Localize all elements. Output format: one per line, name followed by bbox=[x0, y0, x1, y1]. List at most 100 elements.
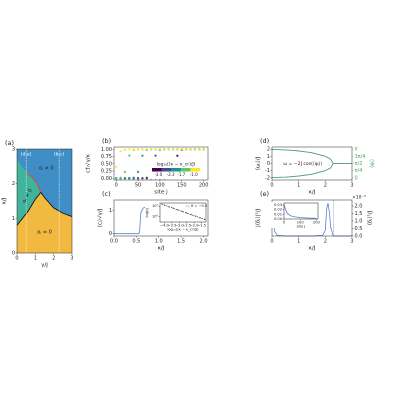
x-tick-label: −2.5 bbox=[182, 224, 191, 228]
x-tick-label: 0 bbox=[15, 256, 18, 262]
x-tick-label: 0 bbox=[283, 221, 286, 225]
data-point bbox=[141, 154, 144, 157]
data-point bbox=[128, 148, 131, 151]
x-tick-label: 150 bbox=[177, 183, 187, 189]
x-tick-label: 3 bbox=[350, 183, 353, 189]
y-axis-label: c†ⱼ√γ/κ bbox=[85, 153, 92, 173]
y2-tick-label: π/4 bbox=[355, 168, 363, 174]
x-tick-label: 1.5 bbox=[177, 239, 185, 245]
y-tick-label: -1 bbox=[265, 168, 270, 174]
data-point bbox=[115, 165, 118, 168]
x-tick-label: 0 bbox=[270, 183, 273, 189]
x-tick-label: 3 bbox=[70, 256, 73, 262]
x-tick-label: 1 bbox=[297, 183, 300, 189]
colorbar-cell bbox=[190, 168, 201, 172]
y-tick-label: 0 bbox=[12, 251, 15, 257]
data-point bbox=[136, 148, 140, 151]
x-tick-label: 2.0 bbox=[200, 239, 208, 245]
x-tick-label: −3.0 bbox=[175, 224, 184, 228]
x-tick-label: 2 bbox=[324, 239, 327, 245]
y-tick-label: 0 bbox=[109, 231, 112, 237]
x-tick-label: 50 bbox=[135, 183, 141, 189]
data-line bbox=[161, 203, 207, 221]
y-tick-label: 0.02 bbox=[274, 208, 282, 212]
x-tick-label: −1.5 bbox=[197, 224, 206, 228]
data-line bbox=[271, 163, 334, 178]
y2-tick-label: 1.0 bbox=[355, 219, 363, 225]
x-tick-label: 100 bbox=[155, 183, 165, 189]
data-point bbox=[145, 176, 148, 179]
data-point bbox=[202, 148, 205, 151]
y-axis-label: log|c| bbox=[145, 208, 149, 218]
data-point bbox=[198, 148, 201, 151]
data-point bbox=[158, 148, 162, 151]
data-point bbox=[176, 148, 179, 151]
colorbar-cell bbox=[161, 168, 172, 172]
data-line bbox=[271, 149, 352, 164]
x-axis-label: κ/J bbox=[158, 246, 165, 252]
annotation: ω = −2J cos(⟨φⱼ⟩) bbox=[283, 161, 322, 167]
data-point bbox=[176, 154, 179, 157]
y-tick-label: 3 bbox=[12, 147, 15, 153]
reference-label: (d,e) bbox=[21, 152, 32, 158]
y2-tick-label: π/2 bbox=[355, 161, 363, 167]
y-tick-label: 1 bbox=[12, 216, 15, 222]
y-tick-label: 0.03 bbox=[274, 203, 282, 207]
data-point bbox=[132, 148, 135, 151]
data-point bbox=[180, 148, 183, 151]
panel-label: (b) bbox=[102, 137, 111, 145]
y-tick-label: -2 bbox=[265, 175, 270, 181]
colorbar-cell bbox=[171, 168, 181, 172]
data-point bbox=[189, 148, 192, 151]
data-point bbox=[163, 148, 166, 151]
axes-frame bbox=[113, 199, 209, 237]
y-axis-label: ⟨cⱼ⟩√γ/J bbox=[97, 208, 104, 227]
x-tick-label: −2.0 bbox=[190, 224, 199, 228]
region-label: αᵢ = 0 bbox=[37, 230, 52, 236]
x-tick-label: 2 bbox=[52, 256, 55, 262]
colorbar-label: log₁₀((κ − κ_cr)/J) bbox=[157, 162, 196, 168]
inset-bg bbox=[267, 202, 319, 228]
y-tick-label: 0.00 bbox=[101, 176, 112, 182]
data-point bbox=[136, 177, 140, 180]
colorbar-cell bbox=[152, 168, 162, 172]
y-tick-label: 1 bbox=[267, 154, 270, 160]
y2-multiplier: ×10⁻³ bbox=[352, 195, 366, 201]
region-label: αᵢ ≠ 0 bbox=[39, 166, 54, 172]
data-line bbox=[283, 204, 317, 219]
x-axis-label: site j bbox=[154, 190, 168, 196]
x-tick-label: 1 bbox=[297, 239, 300, 245]
y-tick-label: 1.00 bbox=[101, 147, 112, 153]
y2-axis-label: ⟨δⱼ⟩²/J bbox=[367, 210, 374, 225]
legend-label: θ = −0.5 bbox=[191, 204, 207, 208]
data-point bbox=[119, 150, 122, 153]
y2-tick-label: 1.5 bbox=[355, 211, 363, 217]
y2-tick-label: 0.5 bbox=[355, 226, 363, 232]
x-tick-label: 200 bbox=[313, 221, 321, 225]
y-tick-label: 0.00 bbox=[274, 217, 283, 221]
axes-frame bbox=[283, 202, 319, 220]
y-tick-label: 0.25 bbox=[101, 169, 112, 175]
y2-tick-label: π bbox=[355, 147, 358, 153]
y2-tick-label: 0 bbox=[355, 175, 358, 181]
data-point bbox=[145, 148, 148, 151]
y-tick-label: 2 bbox=[12, 181, 15, 187]
x-tick-label: 100 bbox=[297, 221, 305, 225]
phase-boundary bbox=[25, 172, 42, 193]
data-point bbox=[136, 170, 140, 173]
panel-label: (c) bbox=[102, 190, 111, 198]
data-point bbox=[150, 148, 153, 151]
y-tick-label: 0 bbox=[267, 161, 270, 167]
y-axis-label: ⟨ωⱼ⟩/J bbox=[255, 156, 262, 170]
axes-frame bbox=[159, 202, 207, 223]
colorbar-cell bbox=[180, 168, 191, 172]
x-tick-label: 1 bbox=[34, 256, 37, 262]
data-point bbox=[132, 176, 135, 179]
data-point bbox=[123, 148, 127, 151]
axes-frame bbox=[16, 148, 73, 254]
data-point bbox=[123, 170, 127, 173]
x-axis-label: γ/J bbox=[41, 263, 48, 269]
x-axis-label: site j bbox=[297, 225, 306, 229]
x-tick-label: 1.0 bbox=[155, 239, 163, 245]
